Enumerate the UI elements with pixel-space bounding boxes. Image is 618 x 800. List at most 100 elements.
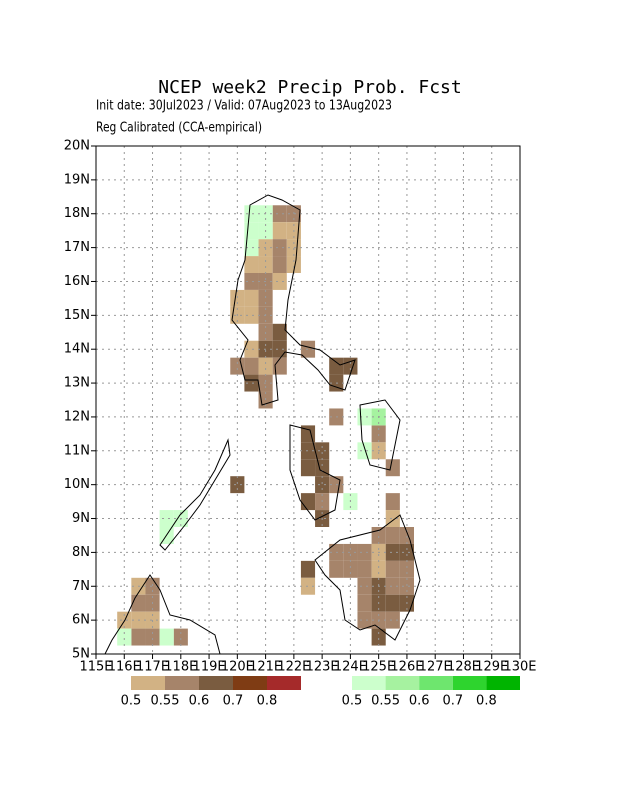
y-tick-label: 11N xyxy=(64,443,90,458)
prob-cell xyxy=(357,442,372,460)
prob-cell xyxy=(244,374,259,392)
y-tick-label: 19N xyxy=(64,172,90,187)
prob-cell xyxy=(244,340,259,358)
y-tick-label: 5N xyxy=(72,647,90,662)
x-tick-label: 115E xyxy=(79,660,112,675)
prob-cell xyxy=(272,222,287,240)
prob-cell xyxy=(145,628,160,646)
plot-frame xyxy=(95,145,521,655)
title: NCEP week2 Precip Prob. Fcst xyxy=(158,77,461,98)
prob-cell xyxy=(258,256,273,273)
legend-label: 0.55 xyxy=(151,694,180,709)
legend-swatch xyxy=(385,676,420,690)
prob-cell xyxy=(131,594,146,612)
prob-cell xyxy=(385,527,400,544)
y-tick-label: 16N xyxy=(64,274,90,289)
coast-visayas xyxy=(289,399,401,521)
prob-cell xyxy=(230,289,245,307)
prob-cell xyxy=(357,560,372,578)
prob-cell xyxy=(343,543,358,561)
x-tick-label: 129E xyxy=(475,660,508,675)
x-tick-label: 121E xyxy=(249,660,282,675)
x-tick-label: 117E xyxy=(136,660,169,675)
coast-palawan xyxy=(159,438,231,551)
prob-cell xyxy=(399,560,414,578)
x-tick-label: 124E xyxy=(334,660,367,675)
init-line: Init date: 30Jul2023 / Valid: 07Aug2023 … xyxy=(96,99,392,114)
prob-cell xyxy=(244,289,259,307)
prob-cell xyxy=(385,493,400,511)
prob-cell xyxy=(385,594,400,612)
prob-cell xyxy=(244,256,259,273)
legend-swatch xyxy=(352,676,386,690)
y-tick-label: 15N xyxy=(64,308,90,323)
prob-cell xyxy=(159,510,174,527)
prob-cell xyxy=(258,289,273,307)
x-tick-label: 130E xyxy=(503,660,536,675)
y-tick-label: 8N xyxy=(72,545,90,560)
y-tick-label: 9N xyxy=(72,511,90,526)
y-tick-label: 17N xyxy=(64,240,90,255)
y-tick-label: 18N xyxy=(64,206,90,221)
prob-cell xyxy=(385,560,400,578)
prob-cell xyxy=(230,476,245,494)
prob-cell xyxy=(399,577,414,595)
prob-cell xyxy=(343,560,358,578)
y-tick-label: 20N xyxy=(64,139,90,154)
x-tick-label: 116E xyxy=(108,660,141,675)
coast-luzon xyxy=(231,194,356,406)
axes: 115E116E117E118E119E120E121E122E123E124E… xyxy=(64,139,537,675)
coastlines xyxy=(104,194,421,655)
x-tick-label: 125E xyxy=(362,660,395,675)
prob-cell xyxy=(244,273,259,290)
x-tick-label: 123E xyxy=(306,660,339,675)
legend-swatch xyxy=(452,676,487,690)
prob-cell xyxy=(357,543,372,561)
prob-cell xyxy=(272,357,287,375)
prob-cell xyxy=(371,560,386,578)
prob-cell xyxy=(258,357,273,375)
prob-cell xyxy=(117,628,132,646)
y-tick-label: 10N xyxy=(64,477,90,492)
x-tick-label: 128E xyxy=(447,660,480,675)
legend: 0.5 0.55 0.6 0.7 0.8 0.5 0.55 0.6 0.7 0.8 xyxy=(121,676,520,709)
y-tick-label: 7N xyxy=(72,579,90,594)
prob-cell xyxy=(329,357,344,375)
prob-cell xyxy=(385,577,400,595)
prob-cell xyxy=(385,611,400,629)
legend-swatch xyxy=(419,676,453,690)
legend-label: 0.5 xyxy=(121,694,142,709)
prob-cell xyxy=(244,239,259,257)
y-tick-label: 13N xyxy=(64,376,90,391)
prob-cell xyxy=(131,628,146,646)
prob-cell xyxy=(244,357,259,375)
prob-cell xyxy=(399,543,414,561)
y-tick-label: 14N xyxy=(64,342,90,357)
y-tick-label: 12N xyxy=(64,409,90,424)
x-tick-label: 126E xyxy=(390,660,423,675)
prob-cell xyxy=(244,306,259,324)
prob-cell xyxy=(272,205,287,223)
legend-label: 0.7 xyxy=(223,694,244,709)
x-tick-label: 127E xyxy=(419,660,452,675)
prob-cell xyxy=(329,560,344,578)
prob-cell xyxy=(272,273,287,290)
x-tick-label: 122E xyxy=(277,660,310,675)
y-tick-label: 6N xyxy=(72,613,90,628)
prob-cell xyxy=(244,205,259,223)
legend-swatch xyxy=(131,676,165,690)
prob-cell xyxy=(357,611,372,629)
prob-cell xyxy=(244,222,259,240)
legend-label: 0.8 xyxy=(257,694,278,709)
coast-mindanao xyxy=(314,514,421,641)
prob-cell xyxy=(371,425,386,443)
legend-swatch xyxy=(486,676,520,690)
prob-cell xyxy=(399,527,414,544)
prob-cell xyxy=(230,357,245,375)
prob-cell xyxy=(300,493,316,511)
legend-label: 0.8 xyxy=(476,694,497,709)
prob-cell xyxy=(385,459,400,477)
prob-cell xyxy=(357,594,372,612)
prob-cell xyxy=(315,476,330,494)
calibration-line: Reg Calibrated (CCA-empirical) xyxy=(96,121,262,136)
